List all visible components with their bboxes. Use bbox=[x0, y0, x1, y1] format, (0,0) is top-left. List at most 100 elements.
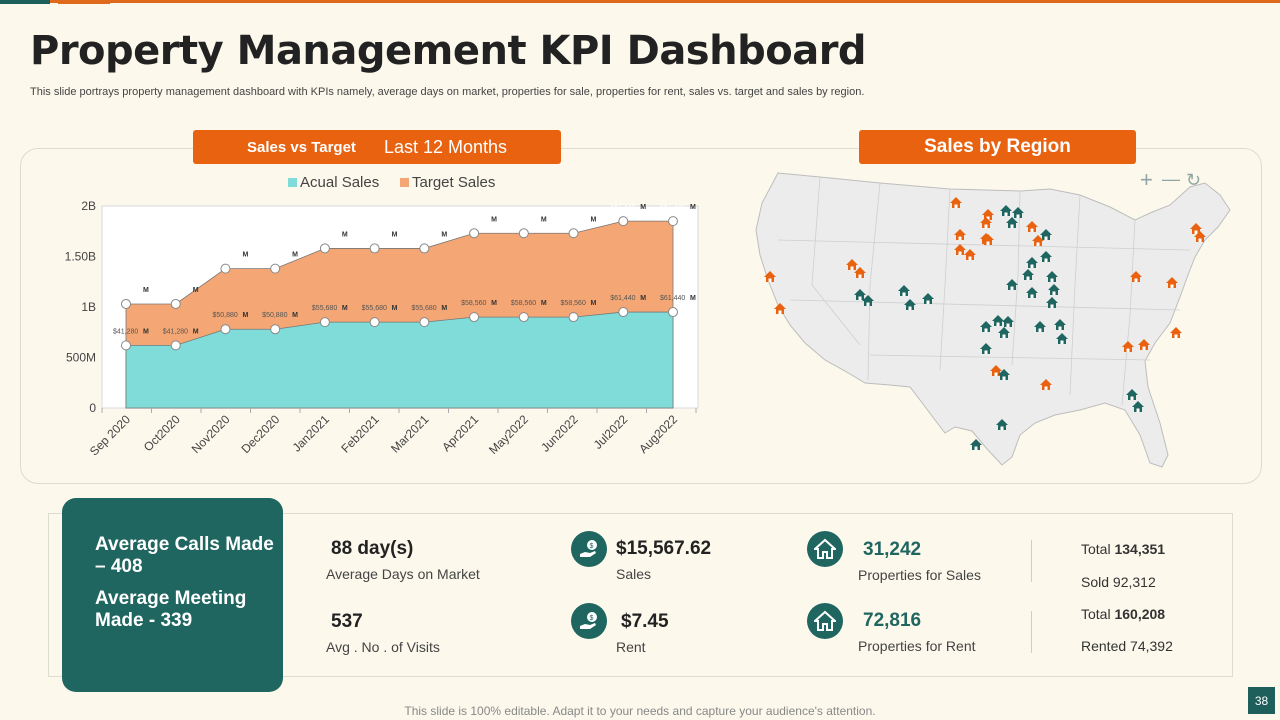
sale-location-icon bbox=[1022, 269, 1034, 280]
target-sales-point bbox=[369, 243, 380, 254]
sale-location-icon bbox=[1046, 271, 1058, 282]
house-door bbox=[974, 446, 978, 450]
sale-location-icon bbox=[1026, 287, 1038, 298]
house-door bbox=[1170, 284, 1174, 288]
us-region-map: + — ↻ bbox=[755, 167, 1231, 468]
legend-label: Acual Sales bbox=[300, 174, 379, 191]
footer-note: This slide is 100% editable. Adapt it to… bbox=[404, 704, 876, 718]
y-tick-label: 500M bbox=[66, 351, 96, 365]
y-tick-label: 0 bbox=[89, 401, 96, 415]
house-door bbox=[1002, 376, 1006, 380]
sale-location-icon bbox=[1046, 297, 1058, 308]
house-door bbox=[1026, 276, 1030, 280]
data-label-unit: M bbox=[342, 231, 348, 238]
actual-sales-data-label: $41,280 bbox=[113, 328, 138, 335]
house-door bbox=[958, 251, 962, 255]
house-door bbox=[858, 296, 862, 300]
actual-sales-data-label: $50,880 bbox=[262, 312, 287, 319]
target-sales-data-label: $55,680 bbox=[362, 231, 387, 238]
data-label-unit: M bbox=[690, 295, 696, 302]
zoom-out-icon[interactable]: — bbox=[1162, 169, 1180, 189]
actual-sales-point bbox=[220, 324, 231, 335]
actual-sales-point bbox=[121, 340, 131, 351]
house-door bbox=[850, 266, 854, 270]
house-door bbox=[958, 236, 962, 240]
data-label-unit: M bbox=[193, 287, 199, 294]
divider bbox=[1031, 611, 1032, 653]
sales-vs-target-label: Sales vs Target bbox=[246, 138, 356, 156]
house-door bbox=[858, 274, 862, 278]
rent-location-icon bbox=[1040, 379, 1052, 390]
data-label-unit: M bbox=[491, 300, 497, 307]
y-tick-label: 1.50B bbox=[65, 250, 96, 264]
sales-vs-target-chart: Acual Sales Target Sales 0 500M 1B 1.50B 2B Sep… bbox=[65, 174, 699, 458]
sale-location-icon bbox=[980, 321, 992, 332]
actual-sales-point bbox=[518, 312, 529, 323]
map-markers bbox=[764, 197, 1206, 450]
sale-location-icon bbox=[898, 285, 910, 296]
house-door bbox=[1126, 348, 1130, 352]
svg-text:$: $ bbox=[590, 615, 594, 622]
page-title: Property Management KPI Dashboard bbox=[30, 28, 867, 74]
actual-sales-data-label: $55,680 bbox=[411, 305, 436, 312]
map-controls[interactable]: + — ↻ bbox=[1140, 167, 1201, 192]
reset-view-icon[interactable]: ↻ bbox=[1186, 170, 1201, 190]
actual-sales-point bbox=[469, 312, 480, 323]
sale-location-icon bbox=[1040, 229, 1052, 240]
properties-for-sale-value: 31,242 bbox=[863, 539, 922, 560]
average-meetings-text: Average Meeting Made - 339 bbox=[95, 588, 247, 631]
sale-location-icon bbox=[998, 327, 1010, 338]
sales-vs-target-header: Sales vs Target Last 12 Months bbox=[193, 130, 561, 164]
divider bbox=[1031, 540, 1032, 582]
data-label-unit: M bbox=[441, 231, 447, 238]
actual-sales-point bbox=[419, 317, 430, 328]
data-label-unit: M bbox=[242, 252, 248, 259]
rent-location-icon bbox=[1138, 339, 1150, 350]
actual-sales-point bbox=[668, 307, 678, 318]
rent-location-icon bbox=[1194, 231, 1206, 242]
sale-location-icon bbox=[904, 299, 916, 310]
sale-location-icon bbox=[1126, 389, 1138, 400]
house-door bbox=[984, 328, 988, 332]
house-door bbox=[1194, 230, 1198, 234]
sale-location-icon bbox=[998, 369, 1010, 380]
target-sales-point bbox=[419, 243, 430, 254]
rent-location-icon bbox=[846, 259, 858, 270]
target-sales-data-label: $61,440 bbox=[660, 204, 685, 211]
data-label-unit: M bbox=[342, 305, 348, 312]
x-tick-label: Jan2021 bbox=[290, 412, 333, 455]
house-door bbox=[986, 241, 990, 245]
x-tick-label: May2022 bbox=[486, 412, 531, 457]
y-tick-label: 2B bbox=[81, 199, 96, 213]
data-label-unit: M bbox=[242, 312, 248, 319]
data-label-unit: M bbox=[491, 216, 497, 223]
target-sales-data-label: $41,280 bbox=[163, 287, 188, 294]
data-label-unit: M bbox=[292, 312, 298, 319]
legend-swatch bbox=[288, 178, 297, 187]
house-door bbox=[1142, 346, 1146, 350]
rent-location-icon bbox=[954, 229, 966, 240]
zoom-in-icon[interactable]: + bbox=[1140, 167, 1153, 192]
data-label-unit: M bbox=[143, 328, 149, 335]
legend-swatch bbox=[400, 178, 409, 187]
data-label-unit: M bbox=[690, 204, 696, 211]
data-label-unit: M bbox=[640, 295, 646, 302]
house-door bbox=[1030, 294, 1034, 298]
properties-for-rent-label: Properties for Rent bbox=[858, 638, 976, 654]
page-number: 38 bbox=[1248, 687, 1275, 714]
house-door bbox=[994, 372, 998, 376]
house-door bbox=[1174, 334, 1178, 338]
data-label-unit: M bbox=[193, 328, 199, 335]
home-sale-icon bbox=[807, 531, 843, 567]
data-label-unit: M bbox=[591, 300, 597, 307]
data-label-unit: M bbox=[392, 231, 398, 238]
target-sales-data-label: $50,880 bbox=[212, 252, 237, 259]
properties-for-sale-label: Properties for Sales bbox=[858, 567, 981, 583]
house-door bbox=[866, 302, 870, 306]
rent-location-icon bbox=[982, 209, 994, 220]
rent-label: Rent bbox=[616, 639, 646, 655]
actual-sales-data-label: $58,560 bbox=[561, 300, 586, 307]
actual-sales-data-label: $50,880 bbox=[212, 312, 237, 319]
data-label-unit: M bbox=[591, 216, 597, 223]
sale-location-icon bbox=[862, 295, 874, 306]
